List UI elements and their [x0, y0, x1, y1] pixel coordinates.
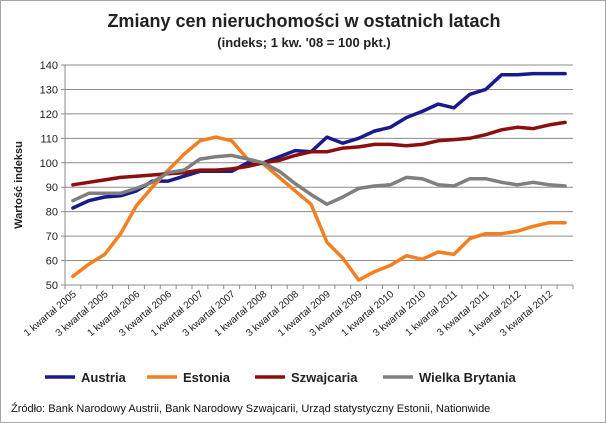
y-tick-label: 60 — [46, 256, 58, 268]
legend-item: Austria — [45, 370, 127, 385]
grid-lines — [65, 64, 573, 286]
y-tick-label: 80 — [46, 207, 58, 219]
chart-title: Zmiany cen nieruchomości w ostatnich lat… — [107, 11, 501, 31]
source-note: Źródło: Bank Narodowy Austrii, Bank Naro… — [11, 403, 491, 415]
y-tick-label: 110 — [40, 133, 58, 145]
legend-label: Estonia — [183, 370, 231, 385]
y-tick-label: 70 — [46, 231, 58, 243]
series-lines — [71, 71, 567, 282]
legend-label: Wielka Brytania — [419, 370, 516, 385]
series-line-estonia — [71, 135, 567, 282]
series-line-austria — [71, 71, 567, 210]
legend-item: Wielka Brytania — [383, 370, 516, 385]
y-tick-label: 90 — [46, 182, 58, 194]
y-tick-label: 100 — [40, 158, 58, 170]
y-tick-label: 130 — [40, 84, 58, 96]
legend-item: Szwajcaria — [255, 370, 358, 385]
series-line-szwajcaria — [71, 120, 567, 187]
line-chart: 50 60 70 80 90 100 110 120 130 140 1 kwartał 2005… — [13, 60, 574, 385]
legend-item: Estonia — [147, 370, 231, 385]
y-axis-ticks: 50 60 70 80 90 100 110 120 130 140 — [40, 60, 65, 292]
series-line-wielka-brytania — [71, 153, 567, 207]
legend: Austria Estonia Szwajcaria Wielka Brytania — [45, 370, 516, 385]
chart-subtitle: (indeks; 1 kw. '08 = 100 pkt.) — [217, 35, 391, 50]
axes — [64, 65, 573, 286]
y-tick-label: 120 — [40, 109, 58, 121]
x-tick-label: 1 kwartał 2005 — [22, 289, 79, 340]
y-axis-label: Wartość indeksu — [13, 141, 25, 229]
legend-label: Szwajcaria — [291, 370, 358, 385]
y-tick-label: 50 — [46, 280, 58, 292]
legend-label: Austria — [81, 370, 127, 385]
y-tick-label: 140 — [40, 60, 58, 72]
